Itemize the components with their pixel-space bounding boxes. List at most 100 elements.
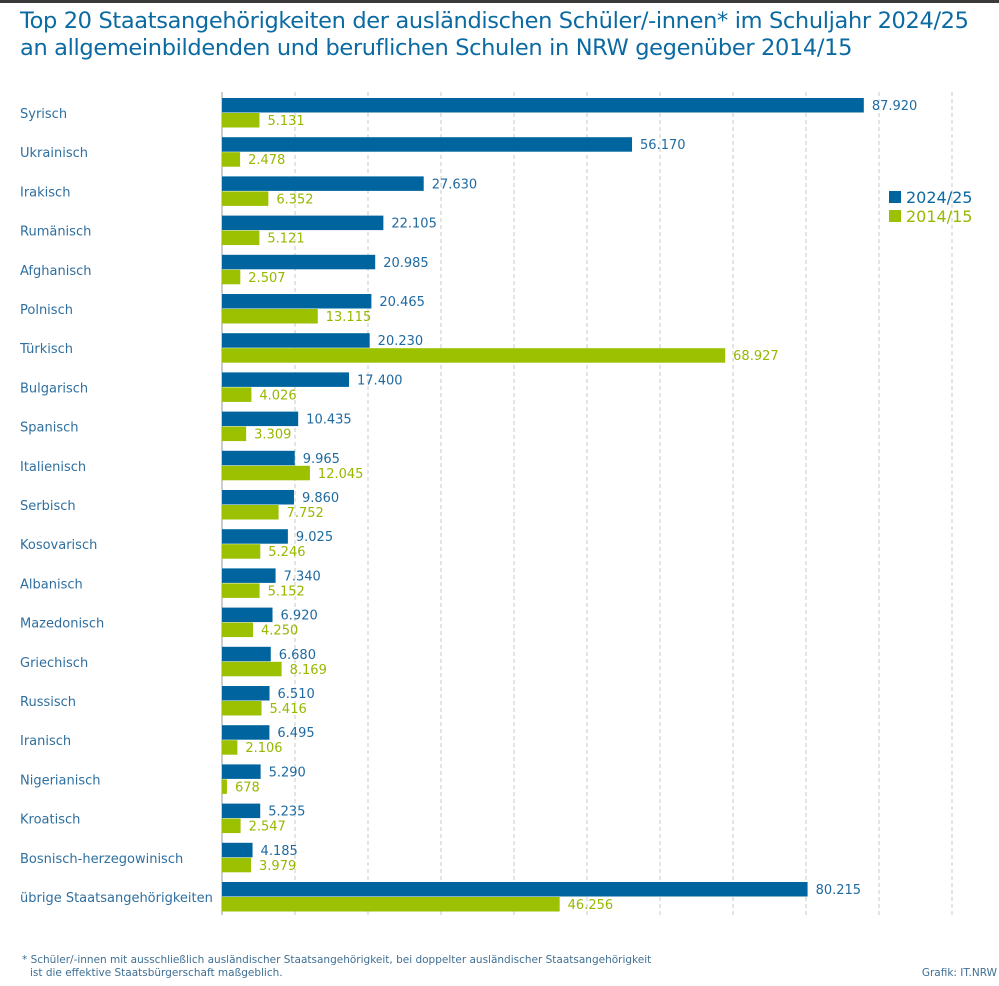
data-label-2024: 22.105 (391, 217, 437, 232)
bar-2014 (222, 465, 310, 481)
data-label-2024: 6.680 (279, 648, 316, 663)
bar-2024 (222, 764, 261, 779)
bar-2014 (222, 269, 241, 285)
data-label-2014: 2.507 (248, 271, 285, 286)
data-label-2014: 2.547 (249, 820, 286, 835)
data-label-2014: 5.246 (268, 545, 305, 560)
category-label: Ukrainisch (20, 146, 88, 161)
data-label-2024: 17.400 (357, 373, 403, 388)
legend-swatch-2014 (889, 210, 901, 222)
bar-2024 (222, 882, 808, 897)
bar-2014 (222, 857, 252, 873)
data-label-2014: 5.152 (268, 584, 305, 599)
category-label: Türkisch (19, 342, 73, 357)
data-label-2024: 80.215 (816, 883, 862, 898)
bar-2024 (222, 411, 299, 427)
data-label-2024: 6.495 (277, 726, 314, 741)
data-label-2014: 4.250 (261, 624, 298, 639)
bar-2024 (222, 529, 288, 544)
bar-2024 (222, 490, 294, 505)
data-label-2014: 2.106 (245, 741, 282, 756)
data-label-2024: 10.435 (306, 413, 352, 428)
category-label: Irakisch (20, 185, 70, 200)
data-label-2014: 6.352 (276, 192, 313, 207)
bar-2014 (222, 191, 269, 206)
value-labels: 87.920 5.131 56.170 2.478 27.630 6.352 22.105 5… (235, 99, 917, 913)
category-label: Bosnisch-herzegowinisch (20, 852, 183, 867)
bar-2014 (222, 622, 254, 638)
category-label: übrige Staatsangehörigkeiten (20, 891, 213, 906)
bar-2024 (222, 803, 261, 819)
data-label-2024: 6.510 (278, 687, 315, 702)
legend: 2024/25 2014/15 (889, 188, 972, 226)
data-label-2014: 7.752 (287, 506, 324, 521)
data-label-2014: 12.045 (318, 467, 364, 482)
top-border (0, 0, 999, 3)
category-labels: Syrisch Ukrainisch Irakisch Rumänisch Afghan… (19, 107, 213, 906)
data-label-2014: 46.256 (568, 898, 614, 913)
bar-2024 (222, 137, 633, 152)
legend-label-2014: 2014/15 (906, 207, 972, 226)
data-label-2024: 5.235 (268, 805, 305, 820)
bar-2014 (222, 740, 238, 755)
bar-2014 (222, 583, 260, 598)
bar-2014 (222, 544, 261, 559)
category-label: Serbisch (20, 499, 76, 514)
category-label: Mazedonisch (20, 617, 104, 632)
data-label-2014: 13.115 (326, 310, 372, 325)
category-label: Kroatisch (20, 813, 80, 828)
data-label-2014: 5.416 (270, 702, 307, 717)
data-label-2024: 9.965 (303, 452, 340, 467)
data-label-2014: 5.131 (267, 114, 304, 129)
bar-2014 (222, 152, 241, 167)
data-label-2024: 4.185 (261, 844, 298, 859)
source-credit: Grafik: IT.NRW (921, 967, 997, 979)
data-label-2014: 5.121 (267, 232, 304, 247)
data-label-2014: 8.169 (290, 663, 327, 678)
data-label-2014: 3.979 (259, 859, 296, 874)
category-label: Albanisch (20, 577, 83, 592)
bar-2024 (222, 646, 271, 662)
category-label: Nigerianisch (20, 773, 101, 788)
category-label: Italienisch (20, 460, 86, 475)
category-label: Afghanisch (20, 264, 91, 279)
bar-2024 (222, 607, 273, 623)
category-label: Bulgarisch (20, 381, 88, 396)
data-label-2024: 27.630 (432, 177, 478, 192)
bar-2024 (222, 450, 295, 466)
category-label: Griechisch (20, 656, 88, 671)
bar-2014 (222, 661, 282, 677)
bar-2014 (222, 309, 318, 324)
data-label-2024: 9.860 (302, 491, 339, 506)
chart-title: Top 20 Staatsangehörigkeiten der ausländ… (20, 8, 969, 62)
bar-2024 (222, 176, 424, 191)
data-label-2014: 68.927 (733, 349, 779, 364)
footnote-line-1: * Schüler/-innen mit ausschließlich ausl… (22, 954, 652, 966)
bar-2014 (222, 897, 560, 912)
data-label-2024: 9.025 (296, 530, 333, 545)
bar-2024 (222, 215, 384, 231)
data-label-2024: 20.985 (383, 256, 429, 271)
legend-swatch-2024 (889, 191, 901, 203)
data-label-2014: 3.309 (254, 428, 291, 443)
bar-2024 (222, 842, 253, 858)
data-label-2014: 2.478 (248, 153, 285, 168)
bar-2024 (222, 98, 864, 113)
bar-2014 (222, 701, 262, 716)
chart-title-line-1: Top 20 Staatsangehörigkeiten der ausländ… (20, 8, 969, 34)
bar-2014 (222, 779, 227, 794)
footnote-line-2: ist die effektive Staatsbürgerschaft maß… (30, 967, 283, 979)
category-label: Kosovarisch (20, 538, 97, 553)
bar-2014 (222, 230, 260, 246)
chart-title-line-2: an allgemeinbildenden und beruflichen Sc… (20, 35, 853, 61)
bar-2014 (222, 348, 726, 363)
bar-2024 (222, 686, 270, 701)
bar-2014 (222, 387, 252, 402)
bar-2024 (222, 254, 376, 270)
bar-2024 (222, 294, 372, 309)
footnote: * Schüler/-innen mit ausschließlich ausl… (22, 954, 651, 980)
category-label: Iranisch (20, 734, 71, 749)
bar-2014 (222, 426, 247, 442)
bar-2024 (222, 568, 276, 583)
